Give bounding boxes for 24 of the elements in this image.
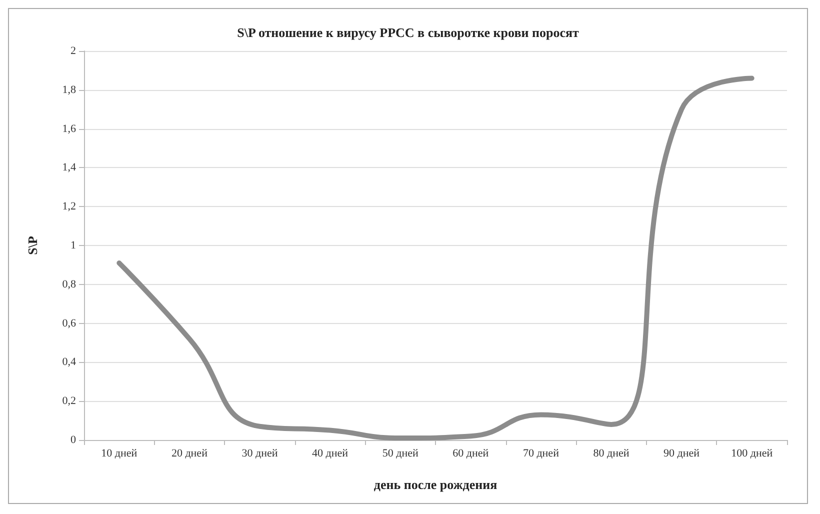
y-tick-label: 0,8 <box>62 278 76 290</box>
x-tick-label: 60 дней <box>452 448 489 460</box>
y-tick-label: 1 <box>70 240 76 252</box>
x-tick-label: 10 дней <box>101 448 138 460</box>
x-tick-label: 80 дней <box>593 448 630 460</box>
x-tick-label: 40 дней <box>312 448 348 460</box>
y-tick-label: 0,2 <box>62 395 76 408</box>
y-tick-label: 2 <box>70 45 76 57</box>
y-tick-label: 0 <box>70 434 76 446</box>
x-tick-label: 70 дней <box>522 448 560 460</box>
chart-title: S\P отношение к вирусу PPCC в сыворотке крови поросят <box>237 25 580 40</box>
x-tick-label: 90 дней <box>664 448 700 460</box>
y-tick-label: 0,6 <box>62 317 76 330</box>
x-tick-label: 100 дней <box>731 448 773 460</box>
x-tick-label: 50 дней <box>382 448 418 460</box>
y-tick-label: 1,8 <box>62 84 76 96</box>
y-tick-label: 1,6 <box>62 122 76 135</box>
y-tick-label: 0,4 <box>62 356 76 368</box>
x-tick-label: 20 дней <box>171 448 208 460</box>
y-tick-label: 1,2 <box>62 200 76 213</box>
x-axis-title: день после рождения <box>374 477 498 492</box>
y-axis-title: S\P <box>25 236 40 255</box>
x-tick-label: 30 дней <box>242 448 278 460</box>
y-tick-label: 1,4 <box>62 162 76 174</box>
